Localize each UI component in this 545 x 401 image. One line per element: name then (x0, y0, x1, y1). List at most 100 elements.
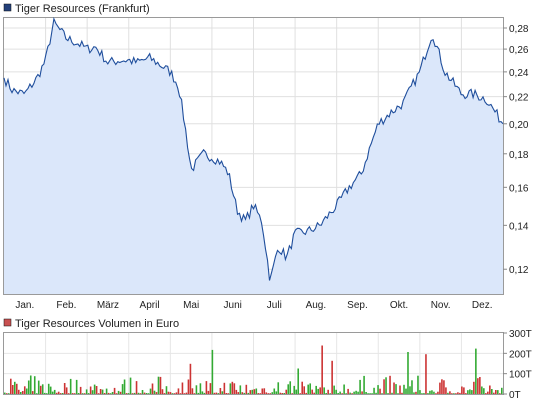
volume-bar (31, 391, 34, 394)
volume-bar (187, 379, 190, 394)
volume-bar (259, 393, 262, 394)
volume-grid (4, 333, 503, 394)
volume-bar (169, 392, 172, 394)
volume-bar (347, 388, 349, 394)
price-x-tick-label: Jan. (15, 300, 34, 311)
volume-bar (7, 393, 10, 394)
volume-bar (231, 381, 234, 394)
volume-bar (161, 389, 164, 394)
volume-bar (351, 393, 353, 394)
volume-bar (423, 393, 425, 394)
volume-bar (261, 388, 264, 394)
volume-bar (53, 389, 56, 394)
volume-bar (123, 379, 126, 394)
volume-bar (85, 389, 88, 394)
volume-bar (121, 384, 124, 394)
volume-bar (419, 390, 421, 394)
volume-bar (335, 389, 337, 394)
volume-bar (81, 393, 84, 394)
volume-bar (73, 393, 76, 394)
volume-y-tick-label: 0T (509, 390, 521, 401)
volume-bar (247, 392, 250, 394)
volume-bar (77, 393, 80, 394)
volume-bar (207, 390, 210, 394)
volume-bar (285, 389, 288, 394)
volume-bar (293, 385, 296, 394)
volume-bar (131, 393, 134, 394)
volume-bar (457, 392, 459, 394)
volume-bar (33, 376, 36, 394)
volume-bar (307, 384, 309, 394)
volume-bar (345, 393, 347, 394)
volume-bar (367, 393, 369, 394)
volume-bar (6, 393, 8, 394)
volume-bar (439, 382, 441, 394)
volume-bar (279, 392, 282, 394)
volume-bar (235, 389, 238, 394)
volume-bar (323, 387, 325, 394)
price-x-axis: Jan. Feb. März April Mai Juni Juli Aug. Sep. Okt.… (15, 300, 492, 311)
volume-bar (201, 391, 204, 394)
volume-bar (369, 393, 371, 394)
volume-bar (411, 380, 413, 394)
volume-bar (379, 388, 381, 394)
price-x-tick-label: Okt. (390, 300, 408, 311)
volume-bar (467, 390, 469, 394)
volume-bar (399, 385, 401, 394)
volume-bar (149, 388, 152, 394)
volume-bar (223, 382, 226, 394)
volume-bar (157, 376, 160, 394)
volume-bar (213, 392, 216, 394)
volume-bar (41, 384, 44, 394)
volume-bar (325, 393, 327, 394)
volume-bar (317, 388, 319, 394)
volume-bar (427, 393, 429, 394)
volume-bar (69, 378, 72, 394)
volume-bar (51, 391, 54, 394)
volume-bar (391, 392, 393, 394)
volume-bar (111, 392, 114, 394)
volume-bar (43, 392, 46, 394)
volume-bar (313, 392, 315, 394)
volume-bar (337, 393, 339, 394)
volume-bar (11, 385, 14, 394)
price-x-tick-label: Mai (183, 300, 199, 311)
volume-bar (417, 375, 419, 394)
volume-bar (39, 385, 42, 394)
volume-bar (275, 391, 278, 394)
volume-bar (151, 383, 154, 394)
volume-bar (129, 377, 132, 394)
volume-bar (357, 391, 359, 394)
volume-bar (277, 382, 280, 394)
volume-bar (463, 387, 465, 394)
volume-bar (171, 393, 174, 394)
price-y-tick-label: 0,18 (509, 150, 529, 161)
volume-bar (431, 390, 433, 394)
volume-bar (233, 383, 236, 394)
volume-bar (109, 393, 112, 394)
volume-bar (97, 393, 100, 394)
volume-bar (321, 345, 323, 394)
volume-bar (343, 384, 345, 394)
volume-bar (177, 388, 180, 394)
volume-bar (415, 391, 417, 394)
price-x-tick-label: Aug. (306, 300, 327, 311)
volume-bar (477, 378, 479, 394)
volume-bar (63, 383, 66, 394)
volume-bar (405, 388, 407, 394)
volume-bar (297, 368, 300, 394)
volume-bar (459, 392, 461, 394)
volume-bar (113, 387, 116, 394)
price-y-tick-label: 0,20 (509, 120, 529, 131)
volume-bar (429, 390, 431, 394)
volume-bar (495, 390, 497, 394)
volume-bar (479, 377, 481, 394)
volume-bar (487, 391, 489, 394)
volume-bar (465, 393, 467, 394)
volume-bar (23, 386, 26, 394)
volume-bar (75, 379, 78, 394)
volume-bar (501, 387, 503, 394)
volume-bar (381, 393, 383, 394)
price-x-tick-label: Juni (224, 300, 242, 311)
